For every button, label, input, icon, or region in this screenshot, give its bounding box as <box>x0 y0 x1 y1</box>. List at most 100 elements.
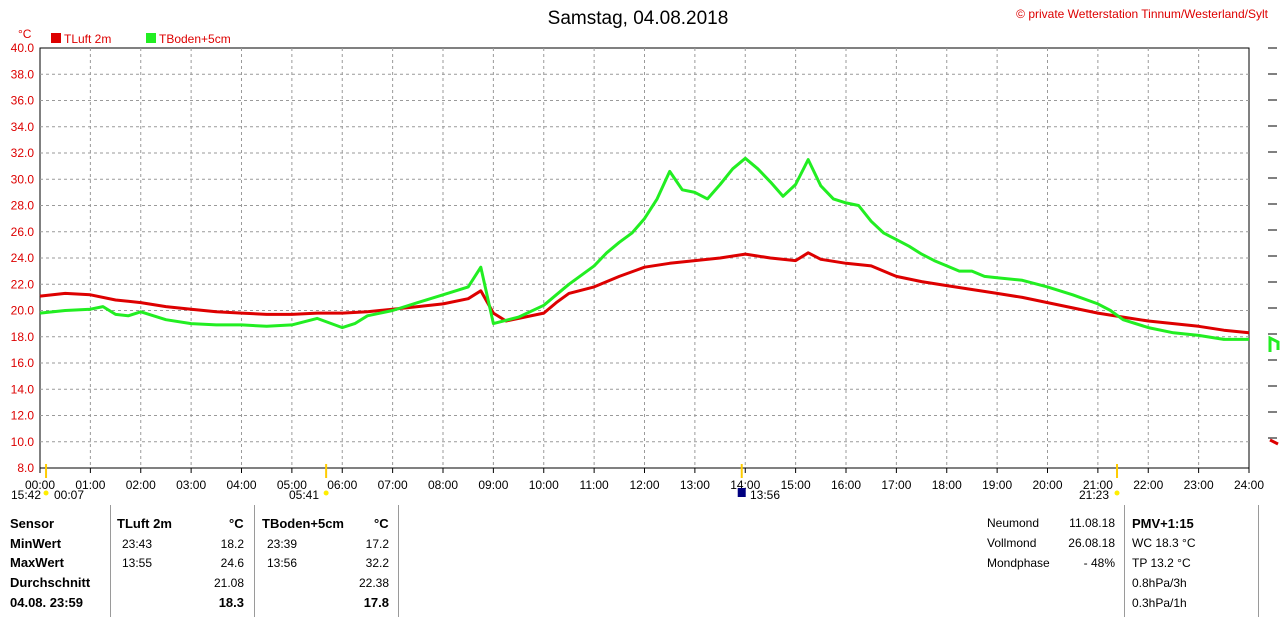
x-tick-label: 07:00 <box>378 478 408 492</box>
header-tboden: TBoden+5cm <box>262 516 344 531</box>
grid <box>40 48 1249 468</box>
chart-title: Samstag, 04.08.2018 <box>548 8 729 29</box>
table-divider-2 <box>254 505 255 617</box>
table-divider-3 <box>398 505 399 617</box>
x-tick-label: 21:00 <box>1083 478 1113 492</box>
x-tick-label: 04:00 <box>226 478 256 492</box>
sunrise-marker-dot <box>323 490 329 496</box>
row-label-min: MinWert <box>10 536 62 551</box>
y-unit-label: °C <box>18 27 32 41</box>
row-label-current: 04.08. 23:59 <box>10 595 84 610</box>
x-tick-label: 00:00 <box>25 478 55 492</box>
row-min-tluft-time: 23:43 <box>122 537 153 551</box>
x-tick-label: 15:00 <box>781 478 811 492</box>
row-max-tluft-time: 13:55 <box>122 556 153 570</box>
row-avg-tboden-value: 22.38 <box>358 576 389 590</box>
x-tick-label: 24:00 <box>1234 478 1264 492</box>
x-tick-label: 13:00 <box>680 478 710 492</box>
x-tick-label: 20:00 <box>1032 478 1062 492</box>
x-tick-label: 23:00 <box>1184 478 1214 492</box>
y-tick-label: 30.0 <box>11 172 35 186</box>
pmv-line-4: 0.3hPa/1h <box>1132 596 1187 610</box>
y-tick-label: 10.0 <box>11 435 35 449</box>
series-line-tboden <box>39 156 1249 341</box>
x-tick-label: 11:00 <box>580 478 609 492</box>
x-tick-label: 05:00 <box>277 478 307 492</box>
x-axis: 00:00 01:00 02:00 03:00 04:00 05:00 06:00 07:00… <box>25 464 1264 497</box>
marker-sunset: 21:23 <box>1079 488 1109 502</box>
series-tail-tluft <box>1269 438 1279 446</box>
x-tick-label: 02:00 <box>126 478 156 492</box>
row-label-avg: Durchschnitt <box>10 575 91 590</box>
x-tick-label: 16:00 <box>831 478 861 492</box>
pmv-title: PMV+1:15 <box>1132 516 1194 531</box>
row-max-tluft-value: 24.6 <box>220 556 244 570</box>
moon-new-value: 11.08.18 <box>1069 516 1115 530</box>
row-max-tboden-value: 32.2 <box>365 556 389 570</box>
stats-table: Sensor TLuft 2m °C TBoden+5cm °C MinWert… <box>0 505 1280 621</box>
y-tick-label: 24.0 <box>11 251 35 265</box>
y-tick-label: 36.0 <box>11 94 35 108</box>
series-group <box>39 156 1280 446</box>
y-tick-label: 32.0 <box>11 146 35 160</box>
y-tick-label: 40.0 <box>11 41 35 55</box>
pmv-line-1: WC 18.3 °C <box>1132 536 1196 550</box>
pmv-line-2: TP 13.2 °C <box>1132 556 1191 570</box>
x-tick-label: 01:00 <box>75 478 105 492</box>
table-divider-1 <box>110 505 111 617</box>
x-tick-label: 17:00 <box>881 478 911 492</box>
x-tick-label: 09:00 <box>478 478 508 492</box>
x-tick-label: 19:00 <box>982 478 1012 492</box>
y-tick-label: 12.0 <box>11 409 35 423</box>
moon-icon <box>737 488 746 497</box>
header-tluft: TLuft 2m <box>117 516 172 531</box>
row-avg-tluft-value: 21.08 <box>213 576 244 590</box>
marker-sun-peak: 13:56 <box>750 488 780 502</box>
legend-swatch-tboden <box>146 33 156 43</box>
sunrise-start-marker-dot <box>43 490 49 496</box>
x-tick-label: 22:00 <box>1133 478 1163 492</box>
y-tick-label: 34.0 <box>11 120 35 134</box>
y-tick-label: 20.0 <box>11 304 35 318</box>
row-max-tboden-time: 13:56 <box>267 556 298 570</box>
header-sensor: Sensor <box>10 516 55 531</box>
series-tail-tboden <box>1268 335 1280 352</box>
legend-label-tluft: TLuft 2m <box>64 32 111 46</box>
marker-sunrise-start: 00:07 <box>54 488 84 502</box>
x-tick-label: 03:00 <box>176 478 206 492</box>
moon-phase-label: Mondphase <box>987 556 1050 570</box>
temperature-chart: Samstag, 04.08.2018 © private Wetterstat… <box>11 7 1280 502</box>
y-tick-label: 38.0 <box>11 67 35 81</box>
y-tick-label: 8.0 <box>17 461 34 475</box>
x-tick-label: 18:00 <box>932 478 962 492</box>
y-tick-label: 14.0 <box>11 382 35 396</box>
series-line-tluft <box>39 251 1250 335</box>
header-tluft-unit: °C <box>229 516 244 531</box>
row-min-tboden-time: 23:39 <box>267 537 298 551</box>
header-tboden-unit: °C <box>374 516 389 531</box>
row-min-tluft-value: 18.2 <box>220 537 244 551</box>
row-min-tboden-value: 17.2 <box>365 537 389 551</box>
table-divider-4 <box>1124 505 1125 617</box>
x-tick-label: 08:00 <box>428 478 458 492</box>
moon-full-value: 26.08.18 <box>1068 536 1115 550</box>
sunset-marker-dot <box>1114 490 1120 496</box>
copyright: © private Wetterstation Tinnum/Westerlan… <box>1016 7 1269 21</box>
y-axis: 8.0 10.0 12.0 14.0 16.0 18.0 20.0 22.0 24.0 26.0 2… <box>11 41 35 475</box>
y-tick-label: 16.0 <box>11 356 35 370</box>
moon-phase-value: - 48% <box>1083 556 1115 570</box>
y-tick-label: 28.0 <box>11 199 35 213</box>
marker-sunrise: 05:41 <box>289 488 319 502</box>
row-label-max: MaxWert <box>10 555 64 570</box>
y-tick-label: 18.0 <box>11 330 35 344</box>
pmv-line-3: 0.8hPa/3h <box>1132 576 1187 590</box>
y-tick-label: 26.0 <box>11 225 35 239</box>
legend-label-tboden: TBoden+5cm <box>159 32 231 46</box>
legend-swatch-tluft <box>51 33 61 43</box>
row-current-tluft-value: 18.3 <box>218 595 244 610</box>
right-edge-ticks <box>1268 47 1277 439</box>
row-current-tboden-value: 17.8 <box>363 595 389 610</box>
table-divider-5 <box>1258 505 1259 617</box>
y-tick-label: 22.0 <box>11 277 35 291</box>
moon-full-label: Vollmond <box>987 536 1037 550</box>
